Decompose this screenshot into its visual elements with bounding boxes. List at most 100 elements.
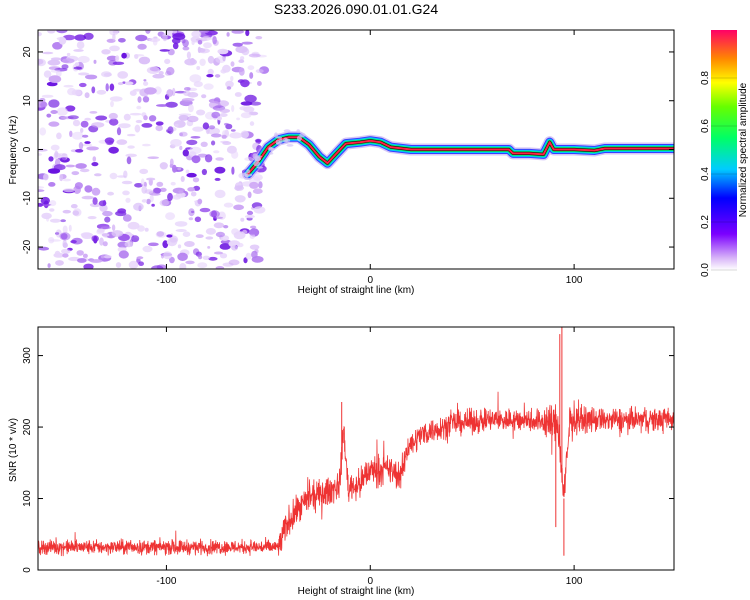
- noise-blob: [181, 38, 186, 44]
- noise-blob: [131, 235, 140, 243]
- noise-blob: [125, 153, 137, 158]
- noise-blob: [182, 149, 189, 157]
- spectrogram-x-label: Height of straight line (km): [298, 285, 415, 296]
- noise-blob: [78, 142, 84, 150]
- noise-blob: [104, 137, 115, 144]
- noise-blob: [38, 58, 44, 65]
- noise-blob: [190, 191, 197, 197]
- spectrogram-x-ticks: -100 0 100: [156, 30, 583, 286]
- noise-blob: [214, 189, 226, 199]
- noise-blob: [240, 101, 253, 106]
- noise-blob: [170, 139, 182, 147]
- noise-blob: [191, 30, 202, 38]
- noise-blob: [184, 58, 197, 66]
- noise-blob: [245, 30, 250, 37]
- snr-x-ticks: -100 0 100: [156, 327, 583, 587]
- x-tick-label: 0: [367, 576, 373, 587]
- noise-blob: [43, 70, 52, 78]
- noise-blob: [162, 33, 168, 42]
- noise-blob: [151, 265, 164, 269]
- noise-blob: [126, 156, 132, 165]
- noise-blob: [245, 252, 252, 260]
- noise-blob: [127, 221, 140, 230]
- noise-blob: [186, 51, 191, 59]
- noise-blob: [232, 42, 243, 47]
- noise-blob: [172, 42, 179, 50]
- noise-blob: [136, 256, 144, 260]
- noise-blob: [167, 126, 174, 135]
- noise-blob: [247, 65, 255, 71]
- noise-blob: [73, 66, 83, 70]
- noise-blob: [179, 131, 188, 137]
- noise-blob: [81, 143, 93, 147]
- noise-blob: [196, 109, 206, 116]
- noise-blob: [50, 144, 60, 151]
- noise-blob: [99, 204, 108, 212]
- noise-blob: [53, 252, 65, 258]
- noise-blob: [174, 123, 179, 128]
- ridge-blob: [299, 132, 306, 138]
- noise-blob: [112, 61, 125, 65]
- noise-blob: [149, 66, 160, 72]
- noise-blob: [186, 139, 198, 146]
- noise-blob: [61, 248, 71, 254]
- noise-blob: [147, 156, 159, 159]
- noise-blob: [86, 146, 99, 151]
- noise-blob: [162, 240, 169, 249]
- noise-blob: [87, 216, 97, 220]
- noise-blob: [142, 245, 153, 253]
- noise-blob: [38, 189, 45, 192]
- noise-blob: [69, 130, 73, 137]
- noise-blob: [164, 58, 171, 65]
- noise-blob: [129, 90, 137, 96]
- colorbar-tick-label: 0.2: [700, 215, 711, 229]
- noise-blob: [203, 42, 212, 49]
- noise-blob: [198, 48, 210, 54]
- ridge-blob: [283, 129, 291, 133]
- noise-blob: [217, 116, 222, 121]
- noise-blob: [230, 129, 236, 132]
- noise-blob: [79, 168, 90, 173]
- noise-blob: [62, 209, 71, 214]
- noise-blob: [188, 217, 194, 221]
- noise-blob: [56, 30, 68, 34]
- snr-y-ticks: 0 100 200 300: [22, 347, 674, 573]
- noise-blob: [159, 162, 168, 170]
- noise-blob: [252, 174, 263, 181]
- noise-blob: [172, 164, 177, 173]
- noise-blob: [112, 33, 116, 42]
- noise-blob: [196, 66, 201, 70]
- noise-blob: [230, 61, 235, 67]
- noise-blob: [138, 56, 151, 65]
- noise-blob: [182, 46, 190, 51]
- noise-blob: [78, 72, 90, 76]
- noise-blob: [63, 34, 76, 41]
- noise-blob: [189, 74, 202, 83]
- snr-x-label: Height of straight line (km): [298, 586, 415, 597]
- noise-blob: [206, 74, 214, 78]
- noise-blob: [156, 181, 164, 187]
- noise-blob: [100, 226, 111, 230]
- ridge-blob: [282, 137, 288, 143]
- noise-blob: [199, 58, 206, 66]
- noise-blob: [186, 115, 199, 123]
- noise-blob: [215, 231, 225, 238]
- noise-blob: [84, 141, 91, 145]
- noise-blob: [178, 114, 189, 121]
- noise-blob: [201, 168, 207, 176]
- noise-blob: [59, 232, 71, 241]
- noise-blob: [169, 158, 174, 167]
- noise-blob: [181, 98, 195, 102]
- noise-blob: [231, 150, 239, 159]
- noise-blob: [185, 260, 195, 265]
- noise-blob: [89, 259, 103, 263]
- noise-blob: [71, 131, 84, 140]
- noise-blob: [133, 54, 145, 57]
- ridge-blob: [296, 129, 301, 133]
- noise-blob: [249, 181, 259, 189]
- noise-blob: [134, 183, 143, 188]
- noise-blob: [215, 56, 226, 64]
- noise-blob: [224, 122, 229, 126]
- noise-blob: [144, 227, 149, 232]
